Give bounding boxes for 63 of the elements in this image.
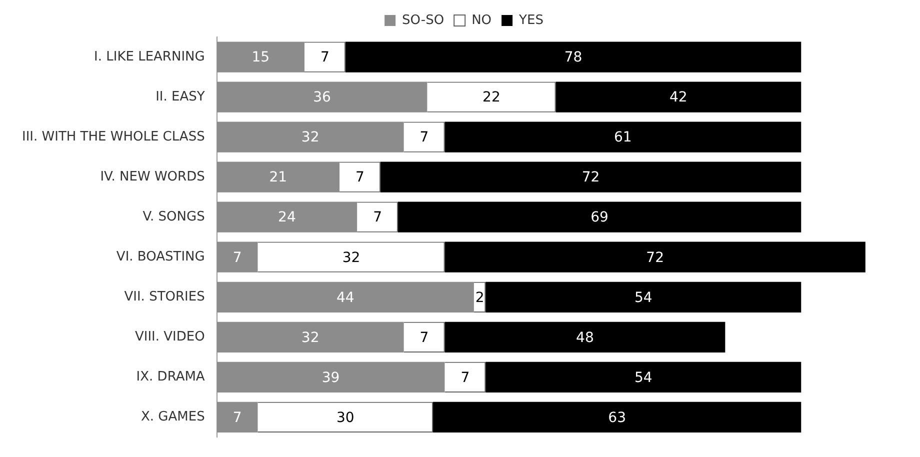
data-label: 7 [373,210,382,226]
data-label: 21 [269,170,288,186]
y-tick-label: III. WITH THE WHOLE CLASS [22,129,205,144]
data-label: 7 [460,370,470,386]
data-label: 48 [576,330,594,346]
bar [398,202,802,232]
data-label: 54 [634,370,652,386]
data-label: 42 [670,90,688,106]
data-label: 39 [322,370,340,386]
data-label: 36 [313,90,331,106]
data-label: 44 [336,290,354,306]
data-label: 61 [614,130,632,146]
bar [444,242,866,272]
bar [380,162,802,192]
data-label: 7 [356,170,364,186]
bar [216,322,404,352]
y-tick-label: IV. NEW WORDS [100,169,205,184]
bar [486,282,802,312]
data-label: 2 [475,290,484,306]
bar [345,42,802,72]
bar [216,362,445,392]
bar [444,122,802,152]
y-tick-label: IX. DRAMA [136,370,205,385]
y-tick-label: VIII. VIDEO [134,330,205,345]
legend-label: SO-SO [402,12,444,28]
y-tick-label: II. EASY [156,89,205,104]
bar [433,402,802,432]
y-tick-label: X. GAMES [141,410,205,425]
bar [216,402,258,432]
data-label: 7 [420,330,429,346]
data-label: 72 [582,170,600,186]
y-tick-label: VI. BOASTING [116,249,205,264]
bar [216,122,404,152]
data-label: 7 [320,50,330,66]
y-tick-label: V. SONGS [142,209,205,224]
y-tick-label: I. LIKE LEARNING [94,49,205,64]
data-label: 7 [232,250,242,266]
bar [444,322,726,352]
bar [216,42,304,72]
data-label: 15 [252,50,270,66]
data-label: 22 [482,90,500,106]
bar [216,202,358,232]
data-label: 32 [342,250,360,266]
bar [556,82,802,112]
data-label: 7 [420,130,429,146]
data-label: 72 [646,250,664,266]
data-label: 78 [564,50,582,66]
data-label: 63 [608,410,626,426]
data-label: 32 [301,330,320,346]
legend-label: NO [472,12,492,28]
bar [216,242,258,272]
bar [216,282,474,312]
data-label: 32 [301,130,320,146]
data-label: 69 [590,210,608,226]
y-tick-label: VII. STORIES [124,290,205,305]
data-label: 24 [278,210,296,226]
data-label: 7 [232,410,242,426]
bar [486,362,802,392]
bar [216,162,340,192]
bar [216,82,428,112]
data-label: 54 [634,290,652,306]
legend-label: YES [518,12,544,28]
data-label: 30 [336,410,354,426]
